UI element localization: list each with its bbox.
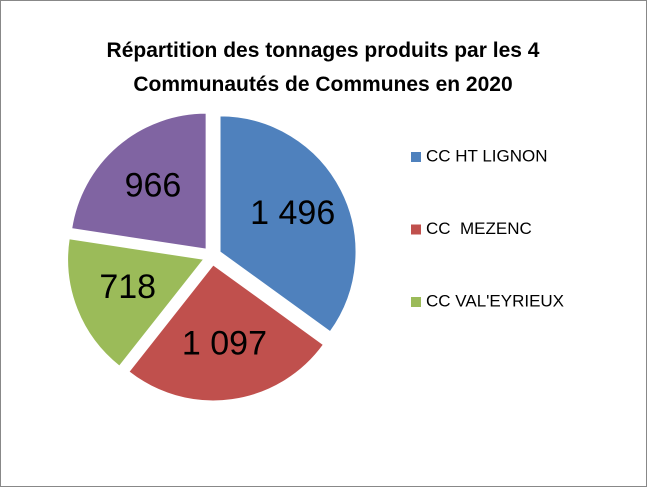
pie-slice (67, 238, 205, 367)
pie-slice (219, 115, 357, 333)
legend-label: CC MEZENC (426, 219, 532, 238)
legend-label: CC VAL'EYRIEUX (426, 291, 564, 310)
legend-swatch (411, 297, 421, 307)
chart-title: Répartition des tonnages produits par le… (106, 39, 540, 96)
legend-swatch (411, 224, 421, 235)
data-label: 966 (125, 166, 182, 204)
legend-swatch (411, 152, 421, 162)
data-label: 1 496 (250, 194, 335, 232)
data-label: 718 (99, 268, 156, 306)
pie-slice (128, 264, 325, 402)
legend-label: CC HT LIGNON (426, 146, 548, 165)
data-label: 1 097 (182, 325, 267, 363)
pie-slice (71, 112, 207, 250)
